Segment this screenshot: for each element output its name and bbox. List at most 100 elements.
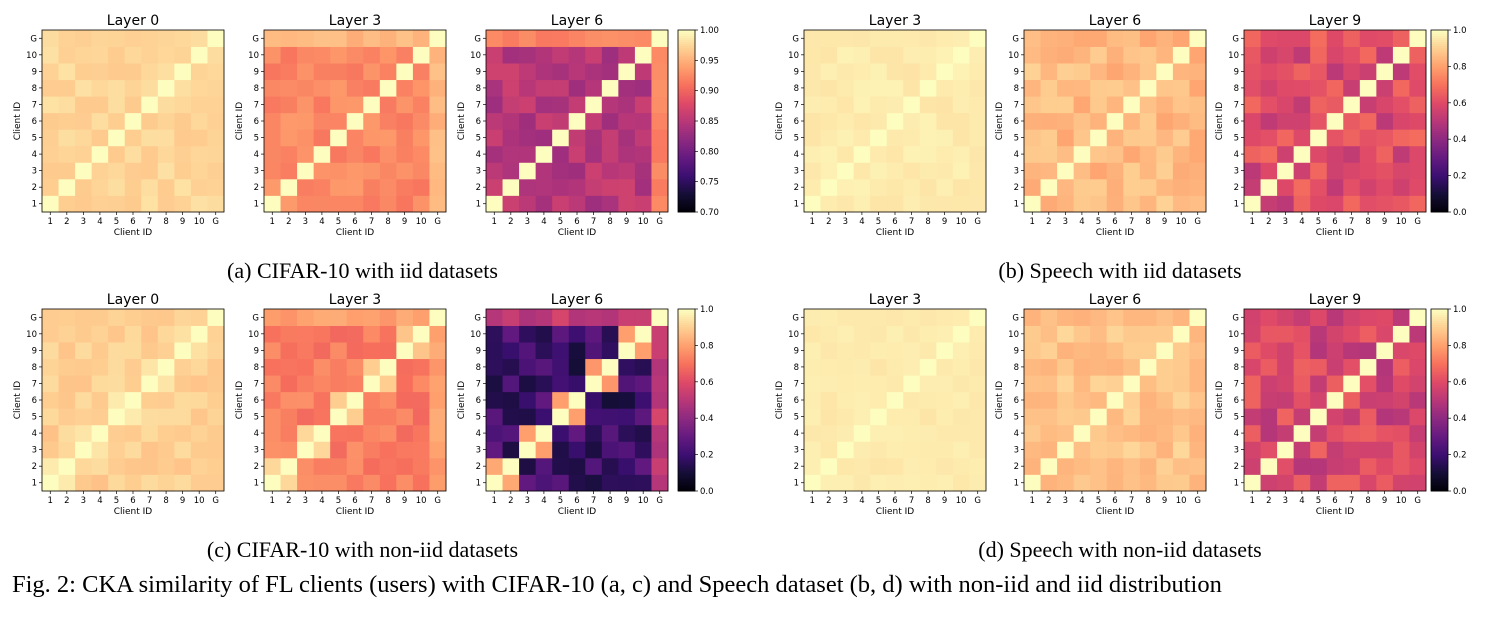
heatmap-cell-2-1-4-6 [886, 145, 904, 163]
colorbar-segment [1431, 375, 1448, 379]
heatmap-cell-1-3-1-G [651, 195, 669, 213]
colorbar-segment [678, 335, 695, 338]
heatmap-cell-4-2-4-5 [1090, 424, 1108, 442]
heatmap-cell-3-1-8-6 [124, 358, 142, 376]
heatmap-cell-1-3-1-10 [634, 195, 652, 213]
colorbar-segment [1431, 385, 1448, 389]
colorbar-segment [1431, 70, 1448, 73]
heatmap-cell-2-1-7-6 [886, 96, 904, 114]
heatmap-cell-4-1-9-3 [837, 342, 855, 360]
x-tick-label: 7 [591, 217, 596, 227]
heatmap-cell-4-2-9-4 [1073, 342, 1091, 360]
heatmap-cell-4-1-G-1 [804, 309, 821, 326]
x-tick-label: 6 [1332, 217, 1337, 227]
heatmap-cell-4-1-G-4 [853, 309, 871, 326]
heatmap-cell-4-3-6-3 [1277, 391, 1295, 409]
heatmap-cell-3-3-7-5 [552, 375, 570, 393]
heatmap-cell-2-1-8-6 [886, 79, 904, 97]
heatmap-cell-4-3-5-1 [1244, 408, 1261, 426]
heatmap-cell-1-1-3-7 [141, 162, 159, 180]
colorbar-segment [678, 404, 695, 407]
heatmap-cell-3-1-4-1 [42, 424, 59, 442]
colorbar-segment [678, 34, 695, 37]
heatmap-cell-2-1-8-5 [870, 79, 888, 97]
colorbar-segment [1431, 147, 1448, 150]
heatmap-cell-3-2-G-5 [330, 309, 348, 326]
heatmap-cell-3-1-8-3 [75, 358, 93, 376]
heatmap-cell-3-2-2-4 [313, 457, 331, 475]
colorbar-segment [1431, 402, 1448, 405]
colorbar-segment [678, 197, 695, 201]
heatmap-cell-3-2-2-9 [396, 457, 414, 475]
heatmap-cell-3-2-5-5 [330, 408, 348, 426]
colorbar-segment [1431, 468, 1448, 472]
heatmap-cell-3-2-9-9 [396, 342, 414, 360]
heatmap-cell-2-3-7-1 [1244, 96, 1261, 114]
heatmap-cell-1-3-1-1 [486, 195, 503, 213]
heatmap-cell-3-1-8-8 [157, 358, 175, 376]
heatmap-cell-3-3-G-8 [601, 309, 619, 326]
colorbar-segment [1431, 460, 1448, 464]
heatmap-cell-4-2-3-6 [1106, 441, 1124, 459]
heatmap-cell-1-2-6-2 [280, 112, 298, 130]
heatmap-cell-1-3-6-7 [585, 112, 603, 130]
heatmap-cell-2-1-10-8 [919, 46, 937, 64]
heatmap-cell-4-1-5-7 [903, 408, 921, 426]
heatmap-cell-4-3-2-5 [1310, 457, 1328, 475]
colorbar-segment [1431, 367, 1448, 371]
y-tick-label: 2 [32, 183, 37, 193]
heatmap-cell-3-3-4-6 [568, 424, 586, 442]
heatmap-cell-3-1-4-4 [91, 424, 109, 442]
heatmap-cell-4-1-10-2 [820, 325, 838, 343]
colorbar-segment [1431, 74, 1448, 78]
x-tick-label: 9 [624, 496, 629, 506]
heatmap-cell-1-1-G-2 [58, 30, 76, 47]
heatmap-cell-3-1-G-3 [75, 309, 93, 326]
x-axis-label: Client ID [876, 228, 915, 238]
colorbar-segment [1431, 418, 1448, 421]
heatmap-cell-4-2-G-10 [1172, 309, 1190, 326]
heatmap-cell-1-2-5-2 [280, 129, 298, 147]
heatmap-cell-2-1-G-G [969, 30, 987, 47]
x-tick-label: 3 [843, 496, 848, 506]
heatmap-cell-1-2-5-1 [264, 129, 281, 147]
heatmap-cell-1-2-3-3 [297, 162, 315, 180]
heatmap-cell-4-1-3-8 [919, 441, 937, 459]
heatmap-cell-4-1-2-10 [952, 457, 970, 475]
colorbar-segment [1431, 438, 1448, 441]
heatmap-cell-4-2-G-5 [1090, 309, 1108, 326]
heatmap-cell-4-3-3-3 [1277, 441, 1295, 459]
heatmap-cell-1-2-10-5 [330, 46, 348, 64]
colorbar-segment [678, 165, 695, 169]
heatmap-cell-4-2-8-5 [1090, 358, 1108, 376]
heatmap-cell-4-2-10-10 [1172, 325, 1190, 343]
heatmap-cell-3-2-2-3 [297, 457, 315, 475]
heatmap-cell-1-3-7-5 [552, 96, 570, 114]
heatmap-cell-2-1-8-8 [919, 79, 937, 97]
heatmap-cell-3-3-8-2 [502, 358, 520, 376]
y-tick-label: 6 [1014, 117, 1019, 127]
heatmap-cell-4-3-2-G [1409, 457, 1427, 475]
heatmap-cell-3-1-10-9 [174, 325, 192, 343]
y-tick-label: 5 [254, 413, 259, 423]
heatmap-cell-1-3-4-2 [502, 145, 520, 163]
heatmap-cell-4-2-8-4 [1073, 358, 1091, 376]
heatmap-cell-4-2-9-7 [1123, 342, 1141, 360]
heatmap-cell-1-2-4-6 [346, 145, 364, 163]
x-tick-label: 8 [925, 496, 930, 506]
heatmap-cell-1-2-2-3 [297, 178, 315, 196]
y-tick-label: 7 [254, 379, 259, 389]
heatmap-cell-3-1-5-2 [58, 408, 76, 426]
heatmap-cell-1-3-8-4 [535, 79, 553, 97]
colorbar-segment [678, 462, 695, 466]
heatmap-cell-2-2-9-G [1189, 63, 1207, 81]
heatmap-cell-2-3-4-7 [1343, 145, 1361, 163]
heatmap-cell-2-3-9-6 [1326, 63, 1344, 81]
heatmap-cell-4-3-9-4 [1293, 342, 1311, 360]
heatmap-cell-4-1-10-4 [853, 325, 871, 343]
heatmap-cell-2-2-6-8 [1139, 112, 1157, 130]
colorbar-segment [678, 52, 695, 55]
heatmap-cell-2-1-5-6 [886, 129, 904, 147]
heatmap-cell-1-3-6-2 [502, 112, 520, 130]
heatmap-cell-3-1-7-6 [124, 375, 142, 393]
